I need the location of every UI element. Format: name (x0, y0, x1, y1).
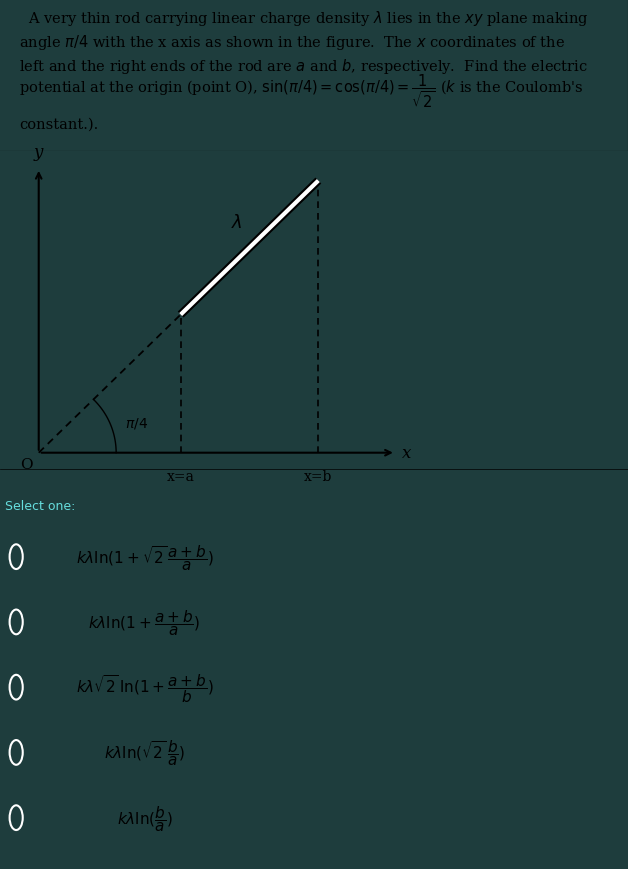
Text: $k\lambda \ln(\sqrt{2}\,\dfrac{b}{a})$: $k\lambda \ln(\sqrt{2}\,\dfrac{b}{a})$ (104, 738, 185, 767)
Text: O: O (19, 457, 32, 471)
Text: angle $\pi/4$ with the x axis as shown in the figure.  The $x$ coordinates of th: angle $\pi/4$ with the x axis as shown i… (19, 33, 565, 52)
Text: $k\lambda \ln(1 + \dfrac{a+b}{a})$: $k\lambda \ln(1 + \dfrac{a+b}{a})$ (89, 607, 200, 637)
Text: $\lambda$: $\lambda$ (231, 214, 242, 232)
Text: x=b: x=b (304, 470, 332, 484)
Text: $k\lambda \ln(\dfrac{b}{a})$: $k\lambda \ln(\dfrac{b}{a})$ (117, 803, 172, 833)
Text: $k\lambda\sqrt{2}\, \ln(1 + \dfrac{a+b}{b})$: $k\lambda\sqrt{2}\, \ln(1 + \dfrac{a+b}{… (75, 671, 214, 704)
Text: $\pi/4$: $\pi/4$ (125, 415, 148, 430)
Text: Select one:: Select one: (5, 500, 75, 513)
Text: constant.).: constant.). (19, 117, 98, 132)
Text: left and the right ends of the rod are $a$ and $b$, respectively.  Find the elec: left and the right ends of the rod are $… (19, 57, 588, 76)
Text: x: x (402, 445, 411, 461)
Text: A very thin rod carrying linear charge density $\lambda$ lies in the $xy$ plane : A very thin rod carrying linear charge d… (19, 9, 588, 28)
Text: $k\lambda \ln(1 + \sqrt{2}\,\dfrac{a+b}{a})$: $k\lambda \ln(1 + \sqrt{2}\,\dfrac{a+b}{… (75, 542, 214, 572)
Text: y: y (34, 143, 43, 161)
Text: x=a: x=a (167, 470, 195, 484)
Text: potential at the origin (point O), $\sin(\pi/4) = \cos(\pi/4) = \dfrac{1}{\sqrt{: potential at the origin (point O), $\sin… (19, 72, 583, 110)
